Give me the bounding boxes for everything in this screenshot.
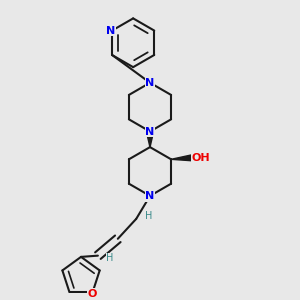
Text: N: N bbox=[106, 26, 115, 36]
Polygon shape bbox=[171, 155, 193, 161]
Text: O: O bbox=[88, 289, 97, 299]
Text: H: H bbox=[106, 253, 114, 263]
Text: N: N bbox=[146, 191, 154, 201]
Text: H: H bbox=[145, 211, 152, 221]
Text: N: N bbox=[146, 127, 154, 136]
Text: N: N bbox=[146, 78, 154, 88]
Text: OH: OH bbox=[192, 153, 211, 163]
Polygon shape bbox=[146, 131, 154, 147]
